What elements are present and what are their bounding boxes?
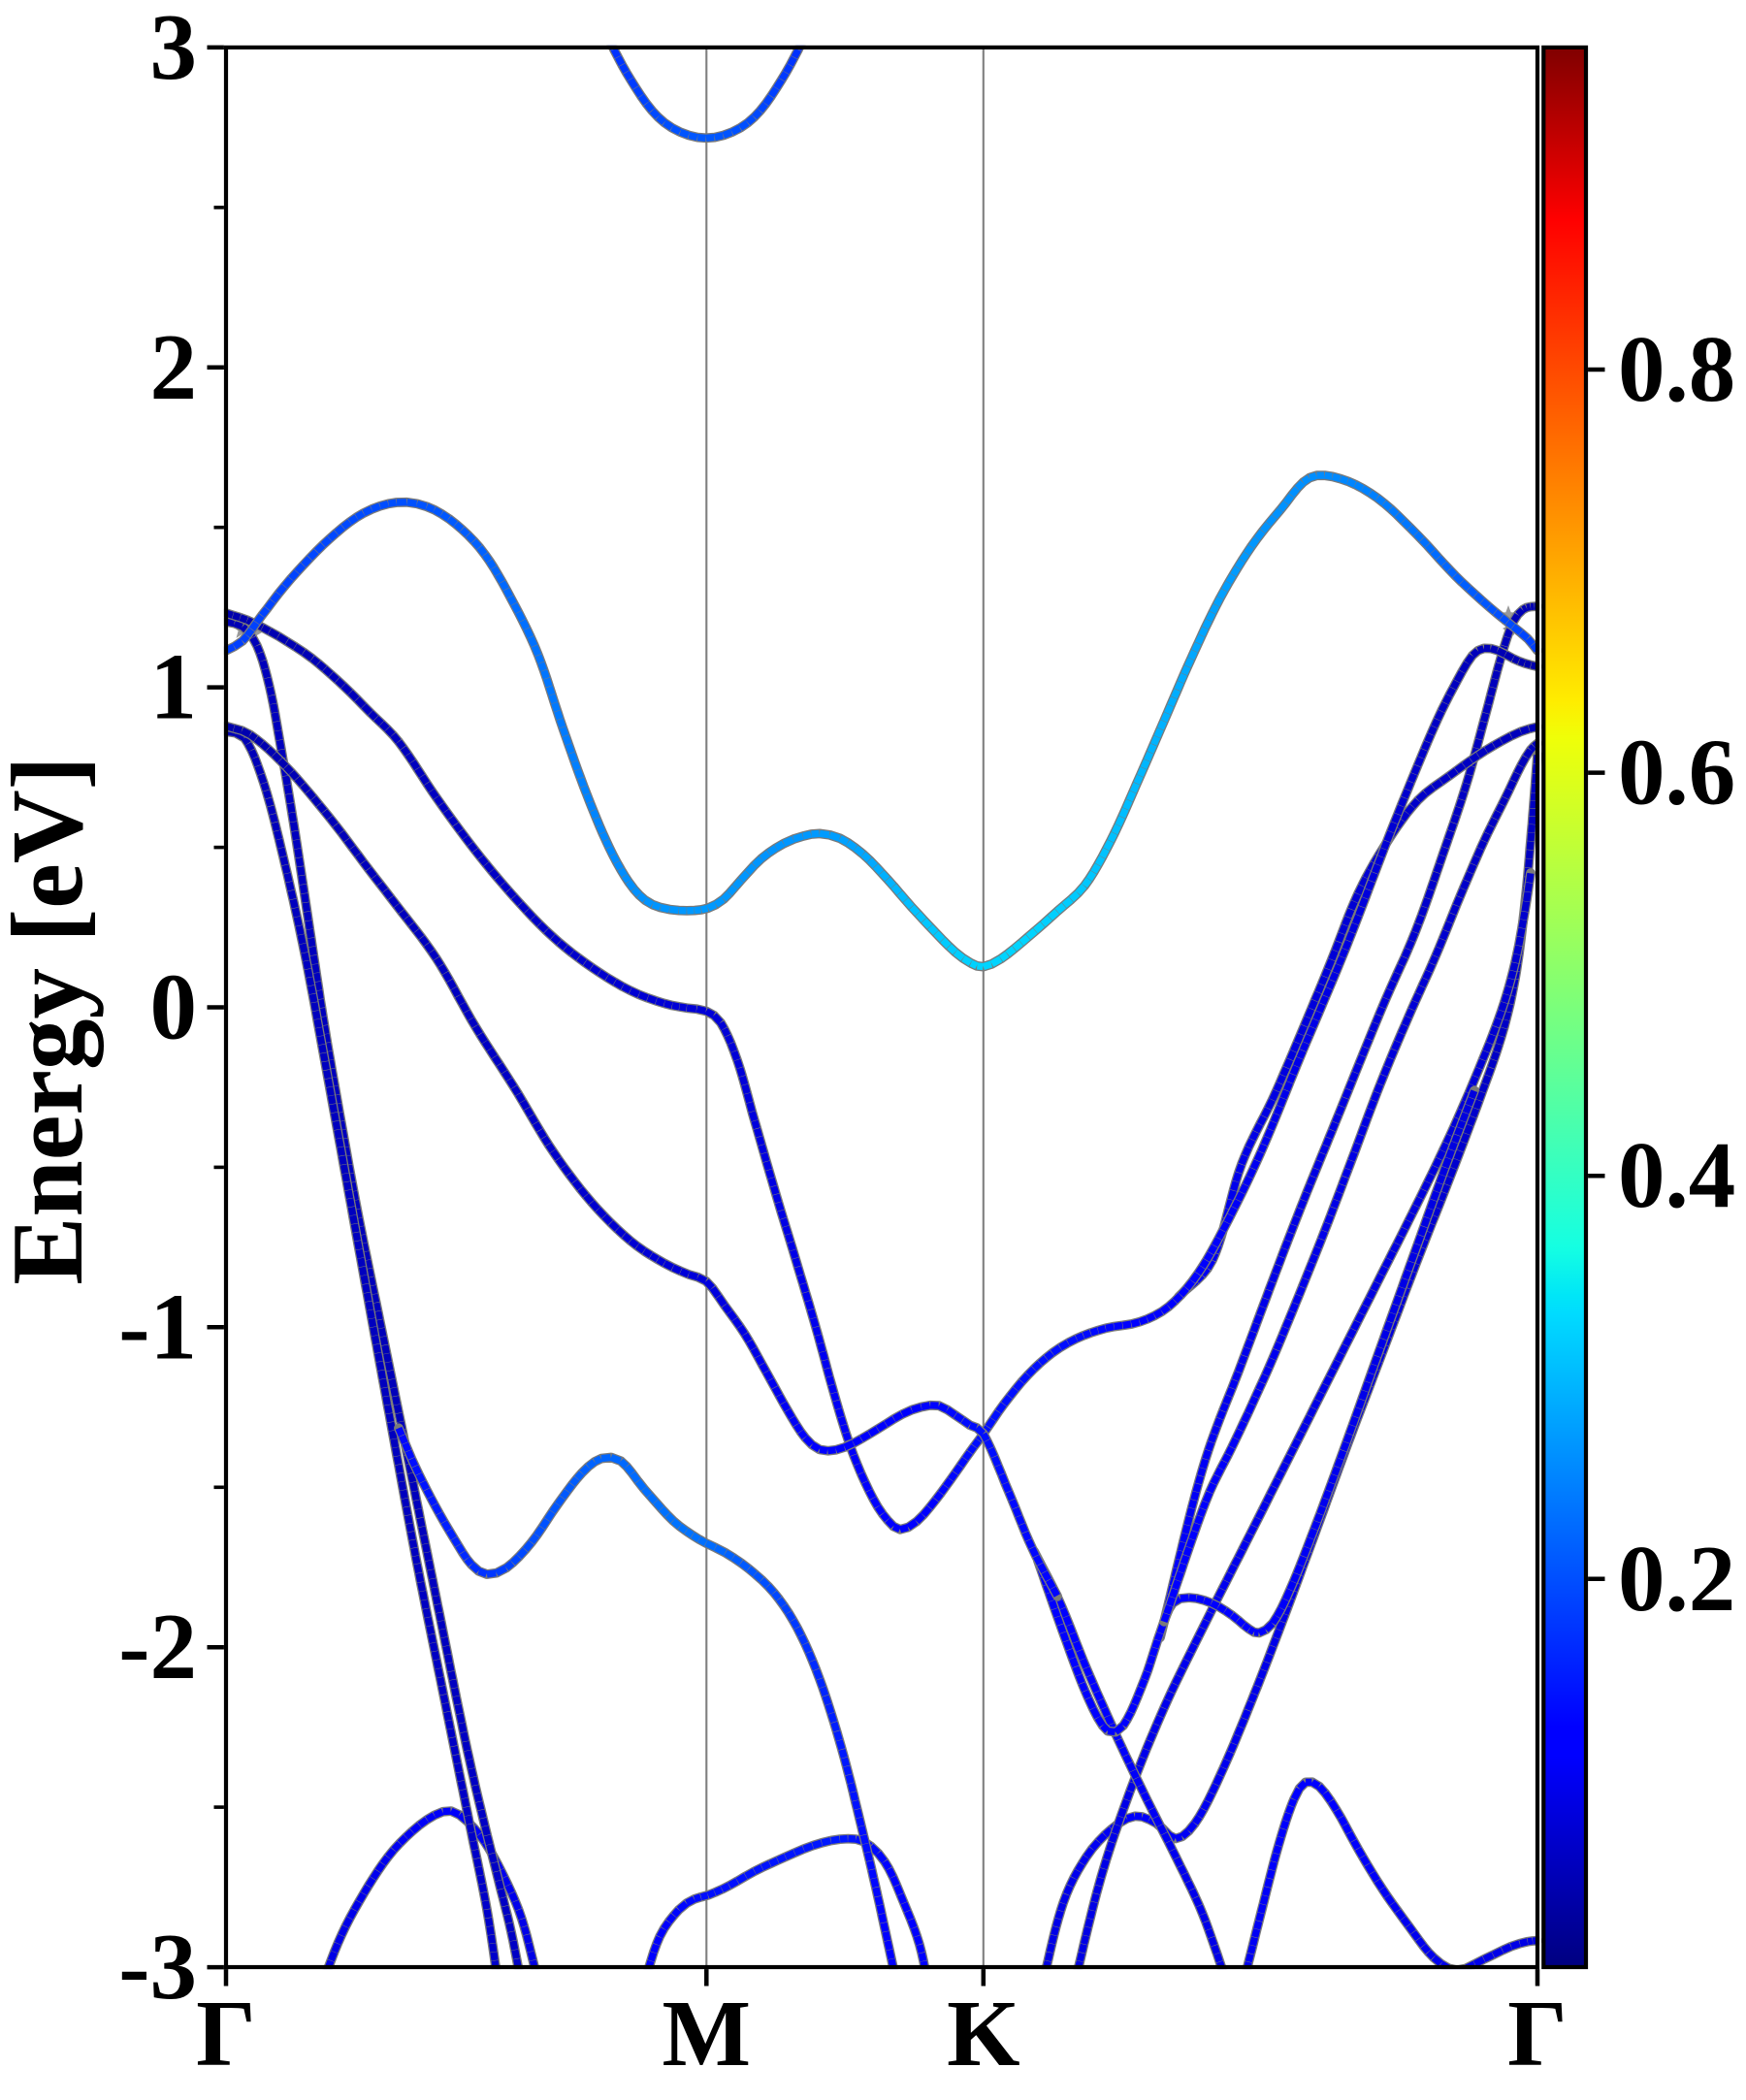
- svg-text:2: 2: [150, 315, 198, 419]
- svg-text:-3: -3: [118, 1915, 197, 2019]
- svg-text:0.8: 0.8: [1618, 317, 1735, 421]
- svg-text:Γ: Γ: [1507, 1982, 1568, 2085]
- svg-text:0.6: 0.6: [1618, 721, 1735, 824]
- svg-text:-1: -1: [118, 1275, 197, 1378]
- svg-text:-2: -2: [118, 1595, 197, 1698]
- svg-text:0.4: 0.4: [1618, 1123, 1735, 1227]
- svg-text:0: 0: [150, 955, 198, 1059]
- svg-text:1: 1: [150, 635, 198, 739]
- svg-text:0.2: 0.2: [1618, 1527, 1735, 1631]
- svg-text:M: M: [663, 1982, 752, 2085]
- svg-text:Γ: Γ: [196, 1982, 256, 2085]
- svg-text:3: 3: [150, 0, 198, 99]
- svg-text:K: K: [947, 1982, 1019, 2085]
- svg-text:Energy [eV]: Energy [eV]: [0, 756, 104, 1284]
